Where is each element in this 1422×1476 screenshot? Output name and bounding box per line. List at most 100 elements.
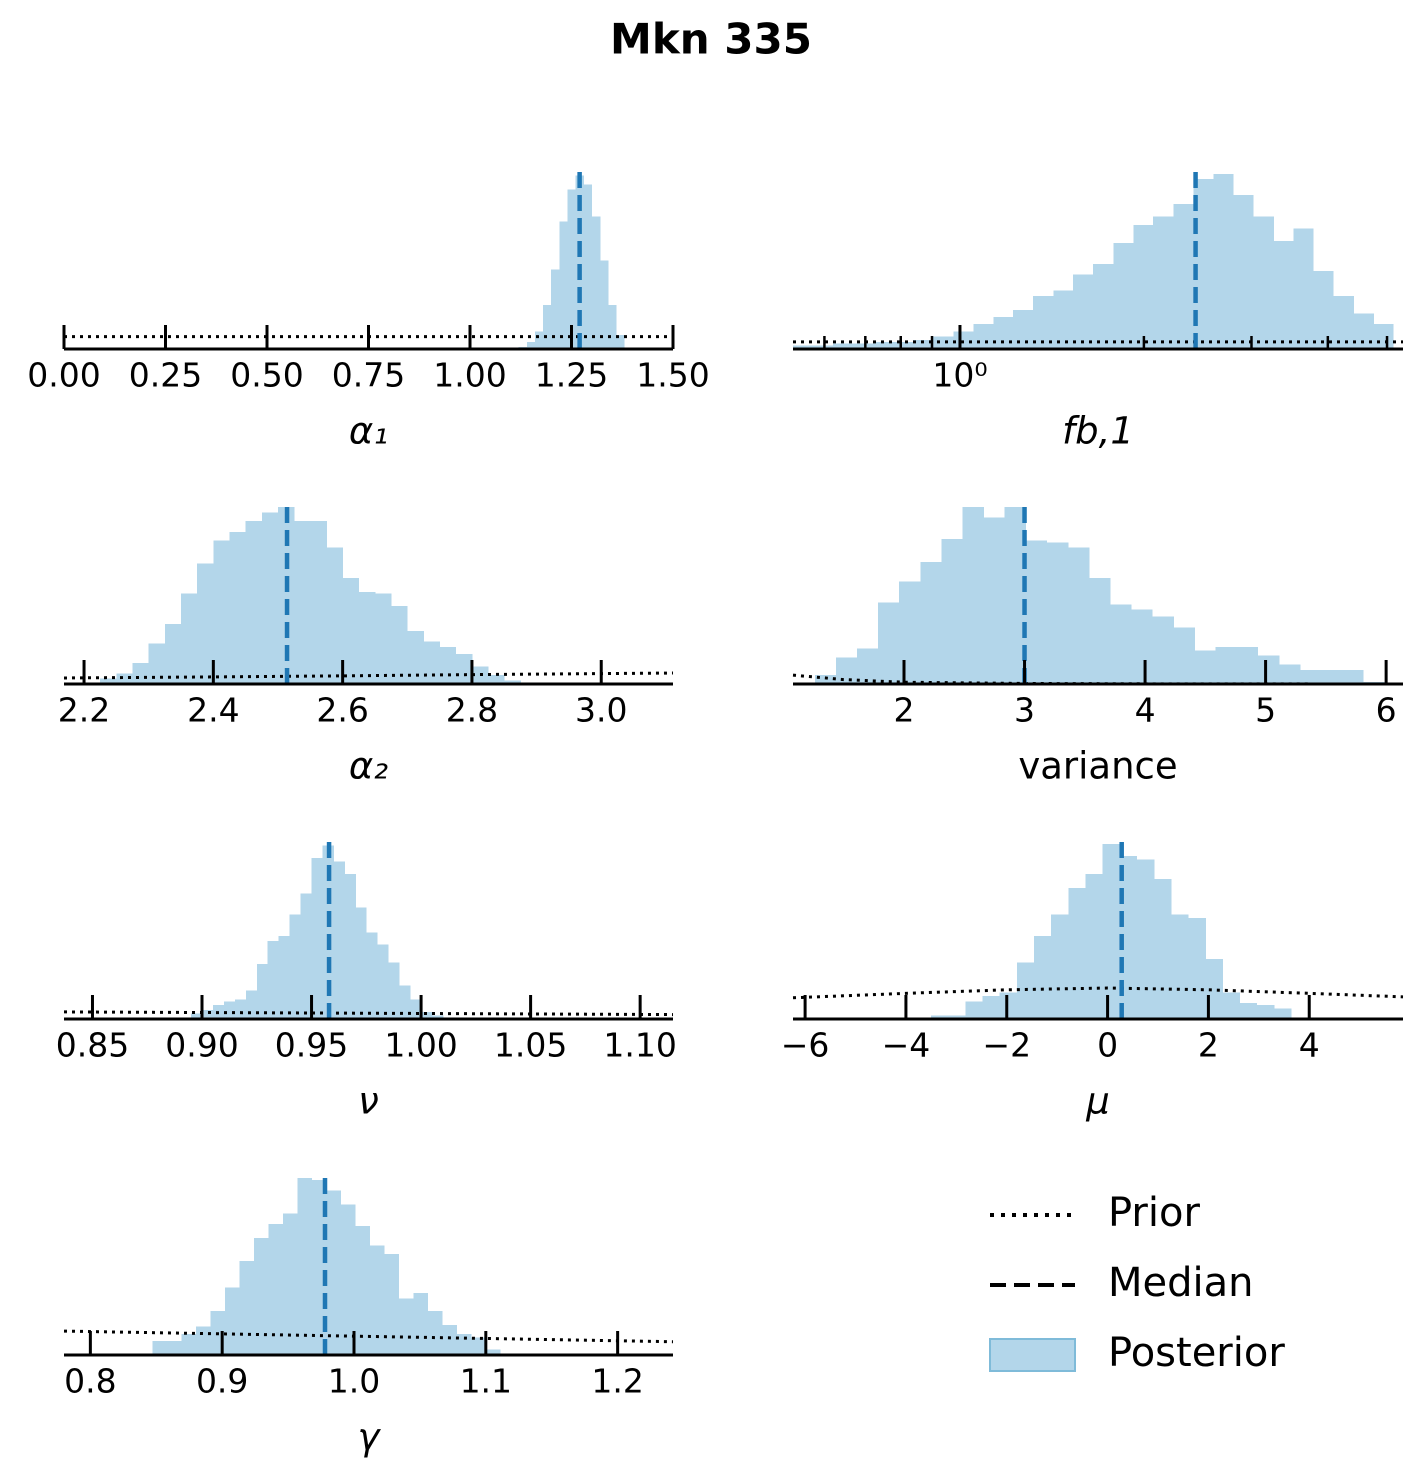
histogram-bar [407,630,424,684]
histogram-bar [148,643,166,684]
histogram-bar [1046,542,1069,684]
histogram-bar [1053,290,1074,349]
histogram-bar [427,1310,443,1355]
histogram-bar [1194,650,1216,684]
x-tick-label: 0.90 [165,1026,238,1065]
histogram-bar [1013,310,1034,349]
histogram-bar [878,602,900,684]
x-tick-label: 1.50 [636,356,709,395]
histogram-bar [591,216,601,349]
histogram-bar [191,1013,203,1019]
histogram-bar [893,341,914,349]
x-tick-label: 0 [1097,1026,1118,1065]
x-tick-label: 0.50 [230,356,303,395]
x-axis-label: α₁ [349,410,388,453]
histogram-bar [413,1293,429,1355]
x-axis-label: ν [358,1080,379,1123]
histogram-bar [857,648,879,684]
histogram-bar [388,962,400,1019]
histogram-bar [100,678,117,684]
histogram-bar [965,1001,983,1019]
histogram-bar [181,593,198,684]
x-axis-label: variance [1018,745,1177,788]
histogram-bar [948,1015,966,1019]
x-tick-label: −6 [781,1026,830,1065]
x-tick-label: 2 [1198,1026,1219,1065]
histogram-bar [873,341,894,349]
histogram-bar [962,507,984,684]
histogram-bar [384,1254,400,1355]
histogram-bar [833,343,854,349]
x-tick-label: 0.75 [332,356,405,395]
prior-line [792,986,1404,1000]
histogram-bar [282,1213,298,1355]
histogram-bar [1153,216,1174,349]
x-tick-label: 2.8 [446,691,498,730]
x-tick-label: 3.0 [575,691,627,730]
x-tick-label: 6 [1376,691,1397,730]
histogram-bar [358,591,376,684]
histogram-bar [239,1261,255,1355]
histogram-bar [245,521,263,684]
histogram-bar [333,861,345,1019]
x-tick-label: 2.2 [58,691,110,730]
histogram-bar [132,662,150,684]
histogram-bar [1068,888,1086,1019]
histogram-bar [1067,547,1090,684]
x-tick-label: 4 [1299,1026,1320,1065]
histogram-bar [1093,264,1114,349]
histogram-bar [559,221,568,349]
histogram-bar [1353,313,1374,349]
histogram-bar [920,561,942,684]
x-tick-label: 0.8 [64,1362,116,1401]
histogram-bar [421,1011,433,1019]
x-tick-label: 1.05 [494,1026,567,1065]
histogram-bar [1102,843,1121,1019]
histogram-bar [366,932,378,1019]
figure-title: Mkn 335 [610,15,812,64]
histogram-bar [277,507,295,684]
histogram-bar [1131,609,1153,684]
histogram-bar [1136,859,1155,1019]
prior-line [63,1010,674,1017]
histogram-bar [234,999,247,1019]
histogram-bar [1089,577,1111,684]
x-tick-label: 1.25 [535,356,608,395]
histogram-bar [793,345,814,349]
histogram-bar [297,1178,313,1355]
histogram-bar [616,334,625,349]
histogram-bar [355,907,367,1019]
histogram-bar [999,992,1018,1019]
histogram-bar [567,189,576,349]
histogram-bar [1004,507,1027,684]
x-tick-label: 4 [1135,691,1156,730]
histogram-bar [899,581,921,684]
histogram-bar [1278,664,1301,684]
histogram-bar [267,941,280,1019]
histogram-bar [202,1010,214,1019]
histogram-bar [322,845,334,1019]
histogram-bar [229,531,247,684]
histogram-bar [1239,1003,1258,1019]
histogram-bar [355,1225,371,1355]
histogram-bar [213,540,230,684]
histogram-bar [1085,873,1103,1019]
histogram-bar [166,1340,182,1355]
x-axis-label: μ [1085,1080,1110,1123]
histogram-bar [369,1245,385,1355]
histogram-bar [608,304,617,349]
histogram-bar [1051,914,1069,1019]
x-tick-label: 3 [1014,691,1035,730]
prior-line [792,673,1404,686]
x-tick-label: 5 [1255,691,1276,730]
histogram-bar [1321,669,1343,684]
histogram-bar [1313,271,1334,349]
histogram-bar [852,343,874,349]
histogram-bar [374,593,392,684]
histogram-bar [1171,914,1189,1019]
histogram-bar [931,1015,949,1019]
histogram-bar [1073,274,1094,349]
histogram-bar [1133,225,1154,349]
histogram-bar [1215,646,1238,684]
x-tick-label: 1.0 [328,1362,380,1401]
